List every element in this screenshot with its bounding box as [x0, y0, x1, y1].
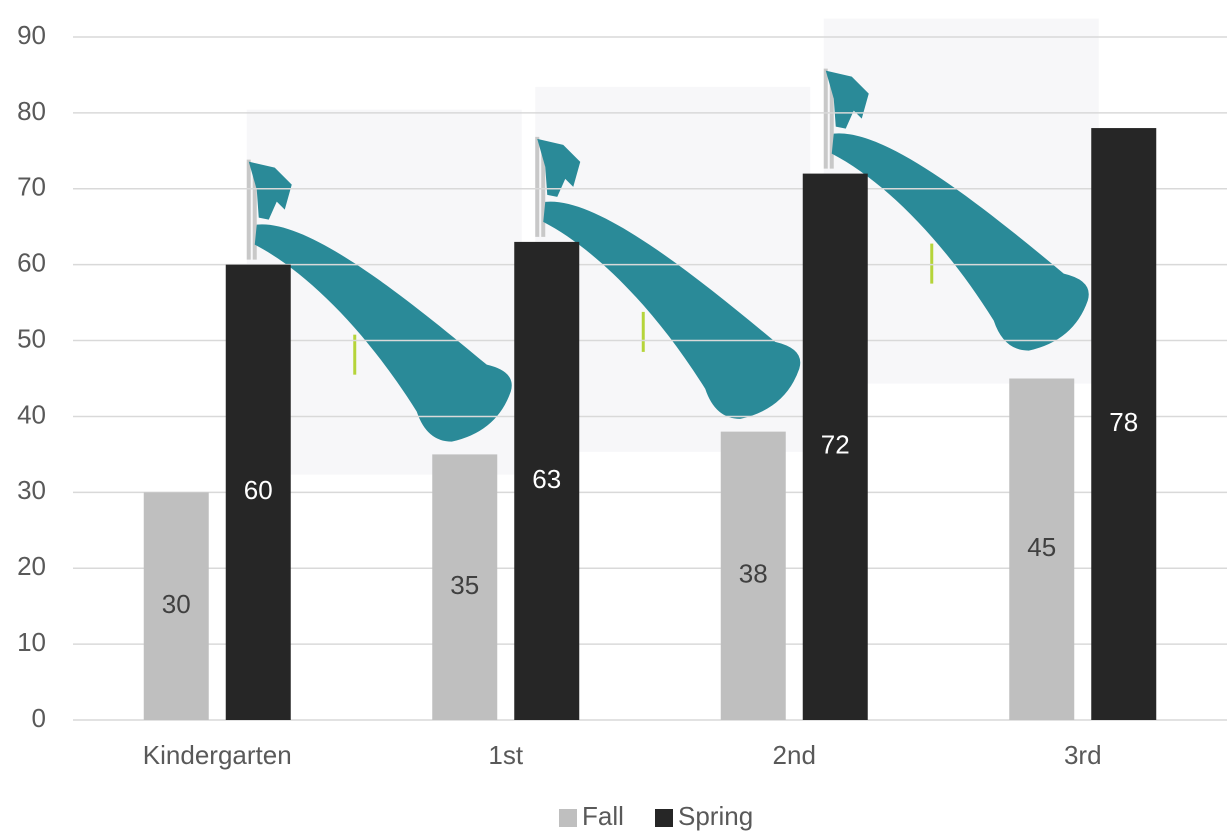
y-tick-label: 40: [17, 399, 46, 429]
data-label: 72: [821, 430, 850, 460]
bar: [720, 431, 786, 720]
slide-image: [246, 109, 522, 475]
legend-swatch: [559, 809, 577, 827]
bar: [1091, 128, 1157, 721]
bar: [432, 454, 498, 720]
y-tick-label: 0: [32, 703, 46, 733]
y-tick-label: 90: [17, 20, 46, 50]
decoration-layer: [246, 18, 1099, 475]
data-label: 38: [739, 559, 768, 589]
bar: [1009, 378, 1075, 720]
slide-body: [543, 201, 801, 419]
bar: [225, 264, 291, 720]
slide-image: [823, 18, 1099, 384]
legend-label: Spring: [678, 801, 753, 831]
x-tick-label: Kindergarten: [143, 740, 292, 770]
y-tick-label: 80: [17, 96, 46, 126]
slide-image: [535, 86, 811, 452]
slide-top: [248, 161, 292, 220]
y-tick-label: 70: [17, 172, 46, 202]
y-tick-label: 20: [17, 551, 46, 581]
legend-label: Fall: [582, 801, 624, 831]
legend-swatch: [655, 809, 673, 827]
data-label: 63: [532, 464, 561, 494]
data-label: 60: [244, 475, 273, 505]
x-tick-label: 3rd: [1064, 740, 1102, 770]
y-tick-label: 60: [17, 248, 46, 278]
data-label: 45: [1027, 532, 1056, 562]
y-tick-label: 30: [17, 475, 46, 505]
slide-top: [537, 138, 581, 197]
slide-body: [831, 133, 1089, 351]
slide-top: [825, 70, 869, 129]
data-label: 78: [1109, 407, 1138, 437]
y-tick-label: 10: [17, 627, 46, 657]
slide-body: [254, 224, 512, 442]
bar: [514, 241, 580, 720]
x-tick-label: 2nd: [773, 740, 816, 770]
x-tick-label: 1st: [488, 740, 523, 770]
data-label: 35: [450, 570, 479, 600]
bar: [802, 173, 868, 721]
bar: [143, 492, 209, 720]
data-label: 30: [162, 589, 191, 619]
y-tick-label: 50: [17, 323, 46, 353]
